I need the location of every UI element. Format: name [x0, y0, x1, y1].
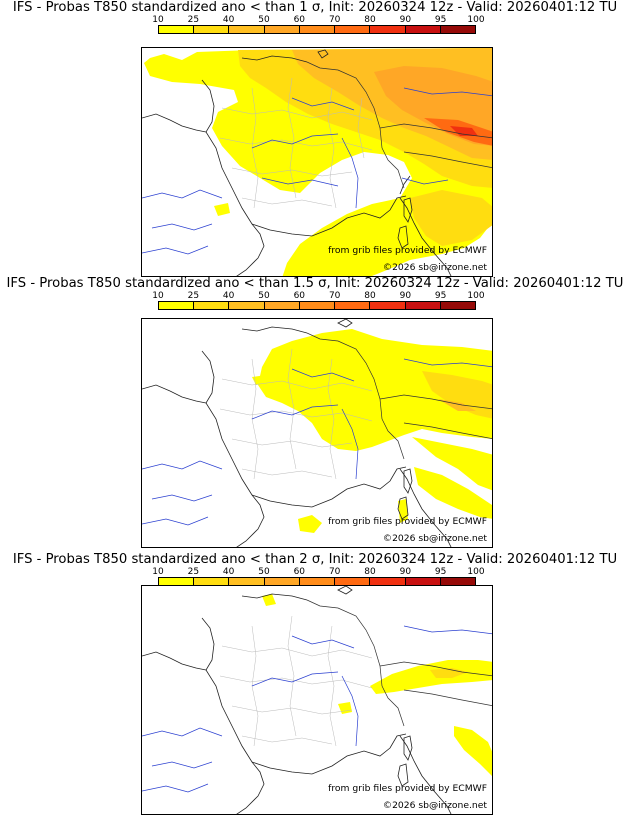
- admin-boundaries: [219, 615, 373, 747]
- colorbar-segment: [264, 302, 300, 309]
- colorbar-segment: [370, 26, 406, 33]
- colorbar-segment: [194, 302, 230, 309]
- colorbar-label: 95: [434, 15, 447, 25]
- colorbar-segment: [405, 578, 441, 585]
- colorbar-segment: [299, 26, 336, 33]
- colorbar-labels: 10 25 40 50 60 70 80 90 95 100: [152, 291, 484, 301]
- colorbar-segment: [405, 302, 441, 309]
- colorbar-label: 90: [399, 567, 412, 577]
- map-graphic: [142, 48, 492, 276]
- colorbar-label: 70: [328, 567, 341, 577]
- colorbar-segment: [194, 26, 230, 33]
- colorbar-label: 90: [399, 291, 412, 301]
- colorbar-label: 95: [434, 291, 447, 301]
- borders: [306, 61, 492, 189]
- colorbar-label: 60: [293, 291, 306, 301]
- colorbar-labels: 10 25 40 50 60 70 80 90 95 100: [152, 15, 484, 25]
- map-graphic: [142, 319, 492, 547]
- data-credit: from grib files provided by ECMWF: [328, 516, 487, 527]
- colorbar-label: 60: [293, 567, 306, 577]
- colorbar-label: 70: [328, 15, 341, 25]
- colorbar-segment: [370, 578, 406, 585]
- copyright: ©2026 sb@irizone.net: [382, 533, 487, 544]
- colorbar-segment: [299, 302, 336, 309]
- probability-shading: [144, 48, 492, 276]
- rivers: [142, 625, 492, 793]
- copyright: ©2026 sb@irizone.net: [382, 262, 487, 273]
- colorbar-label: 25: [187, 567, 200, 577]
- colorbar-label: 95: [434, 567, 447, 577]
- colorbar-label: 25: [187, 291, 200, 301]
- colorbar-label: 25: [187, 15, 200, 25]
- panel-title: IFS - Probas T850 standardized ano < tha…: [12, 0, 618, 15]
- probability-map: from grib files provided by ECMWF ©2026 …: [141, 318, 493, 548]
- coastlines: [142, 586, 452, 814]
- colorbar-label: 40: [222, 15, 235, 25]
- colorbar-label: 50: [258, 567, 270, 577]
- colorbar-label: 100: [467, 567, 485, 577]
- colorbar-segment: [370, 302, 406, 309]
- colorbar-label: 10: [152, 291, 164, 301]
- colorbar-segment: [159, 26, 195, 33]
- colorbar-label: 10: [152, 567, 164, 577]
- colorbar-label: 80: [364, 567, 376, 577]
- panel-2: IFS - Probas T850 standardized ano < tha…: [0, 276, 630, 552]
- colorbar-label: 100: [467, 291, 485, 301]
- colorbar-label: 50: [258, 291, 270, 301]
- colorbar-label: 90: [399, 15, 412, 25]
- rivers: [142, 87, 492, 255]
- colorbar-segment: [335, 302, 371, 309]
- colorbar-segment: [299, 578, 336, 585]
- colorbar-label: 80: [364, 15, 376, 25]
- coastlines: [142, 49, 452, 276]
- colorbar-segment: [264, 578, 300, 585]
- colorbar: [158, 301, 476, 310]
- colorbar-segment: [264, 26, 300, 33]
- colorbar-segment: [440, 26, 475, 33]
- data-credit: from grib files provided by ECMWF: [328, 783, 487, 794]
- colorbar-label: 40: [222, 567, 235, 577]
- borders: [306, 599, 492, 727]
- panel-1: IFS - Probas T850 standardized ano < tha…: [0, 0, 630, 277]
- probability-shading: [262, 594, 492, 776]
- panel-3: IFS - Probas T850 standardized ano < tha…: [0, 552, 630, 828]
- colorbar-label: 70: [328, 291, 341, 301]
- data-credit: from grib files provided by ECMWF: [328, 245, 487, 256]
- colorbar-segment: [335, 578, 371, 585]
- colorbar-segment: [405, 26, 441, 33]
- rivers: [142, 358, 492, 526]
- colorbar-label: 50: [258, 15, 270, 25]
- coastlines: [142, 319, 452, 547]
- colorbar-segment: [194, 578, 230, 585]
- colorbar-segment: [159, 302, 195, 309]
- colorbar-labels: 10 25 40 50 60 70 80 90 95 100: [152, 567, 484, 577]
- colorbar: [158, 25, 476, 34]
- panel-title: IFS - Probas T850 standardized ano < tha…: [6, 276, 624, 291]
- probability-map: from grib files provided by ECMWF ©2026 …: [141, 585, 493, 815]
- probability-shading: [252, 329, 492, 533]
- colorbar-segment: [335, 26, 371, 33]
- colorbar-segment: [229, 26, 265, 33]
- probability-map: from grib files provided by ECMWF ©2026 …: [141, 47, 493, 277]
- panel-title: IFS - Probas T850 standardized ano < tha…: [12, 552, 618, 567]
- colorbar-label: 10: [152, 15, 164, 25]
- colorbar-segment: [440, 578, 475, 585]
- colorbar-segment: [229, 302, 265, 309]
- colorbar-label: 60: [293, 15, 306, 25]
- colorbar-label: 100: [467, 15, 485, 25]
- copyright: ©2026 sb@irizone.net: [382, 800, 487, 811]
- colorbar-segment: [440, 302, 475, 309]
- colorbar-label: 40: [222, 291, 235, 301]
- colorbar-label: 80: [364, 291, 376, 301]
- borders: [306, 332, 492, 460]
- colorbar-segment: [229, 578, 265, 585]
- map-graphic: [142, 586, 492, 814]
- colorbar-segment: [159, 578, 195, 585]
